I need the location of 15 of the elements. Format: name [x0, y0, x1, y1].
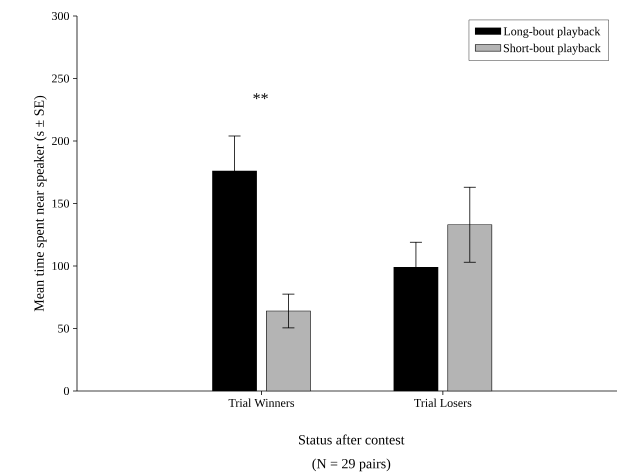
y-tick-label: 250 — [52, 74, 70, 83]
y-tick-label: 100 — [52, 262, 70, 270]
x-axis-title: Status after contest — [298, 434, 405, 445]
x-tick-label: Trial Winners — [228, 398, 294, 408]
legend-label: Short-bout playback — [504, 44, 601, 55]
y-tick-label: 0 — [64, 386, 70, 396]
y-tick-label: 300 — [52, 12, 70, 20]
y-axis-title: Mean time spent near speaker (s ± SE) — [34, 96, 47, 312]
text: (N = 29 pairs) — [312, 458, 390, 472]
x-tick-label: Trial Losers — [414, 398, 472, 407]
y-tick-label: 50 — [58, 324, 70, 333]
legend-label: Long-bout playback — [504, 26, 600, 38]
y-tick-label: 150 — [52, 199, 70, 208]
y-tick-label: 200 — [52, 136, 70, 146]
annotation: ** — [253, 93, 268, 100]
